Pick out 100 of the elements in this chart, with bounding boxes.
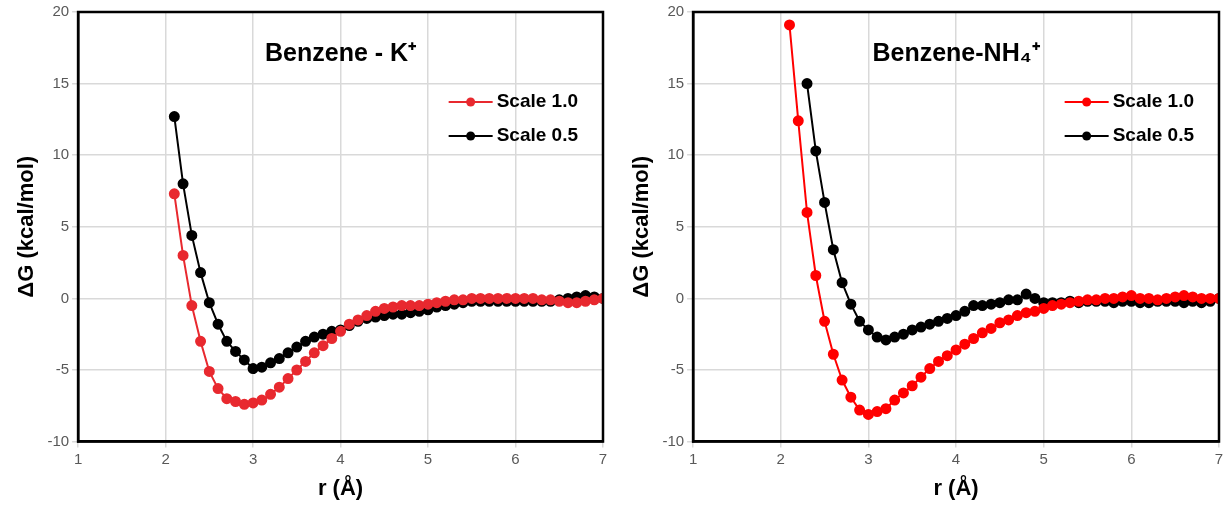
y-tick-label: -5 xyxy=(670,360,685,378)
text: Benzene-NH₄⁺ xyxy=(872,37,1041,66)
point xyxy=(845,391,857,403)
y-axis-title: ΔG (kcal/mol) xyxy=(13,155,39,298)
point xyxy=(950,310,962,322)
x-tick-label: 4 xyxy=(336,449,345,467)
y-tick-label: 5 xyxy=(675,216,685,234)
x-tick-label: 3 xyxy=(248,449,258,467)
point xyxy=(370,305,382,317)
point xyxy=(924,318,936,330)
point xyxy=(571,297,583,309)
point xyxy=(968,333,980,344)
point xyxy=(1195,292,1207,304)
point xyxy=(1117,291,1129,303)
point xyxy=(950,344,962,356)
point xyxy=(230,345,242,357)
legend-label: Scale 1.0 xyxy=(1112,90,1194,112)
y-tick-label: 0 xyxy=(60,288,70,306)
y-tick-label: 10 xyxy=(52,145,70,163)
point xyxy=(378,302,390,314)
point xyxy=(300,335,312,347)
point xyxy=(291,364,303,376)
point xyxy=(300,355,312,367)
point xyxy=(440,295,452,307)
point xyxy=(862,324,874,336)
point xyxy=(195,335,207,347)
point xyxy=(985,298,997,310)
point xyxy=(994,297,1006,309)
legend-label: Scale 0.5 xyxy=(496,124,579,146)
y-tick-label: 15 xyxy=(52,73,70,91)
x-tick-label: 1 xyxy=(688,449,698,467)
point xyxy=(1178,290,1190,302)
text: Benzene - K⁺ xyxy=(264,37,418,66)
point xyxy=(212,318,224,330)
point xyxy=(810,145,822,157)
point xyxy=(203,365,215,377)
point xyxy=(941,312,953,324)
point xyxy=(924,363,936,375)
point xyxy=(256,361,268,373)
point xyxy=(959,305,971,317)
legend-label: Scale 0.5 xyxy=(1112,124,1195,146)
point xyxy=(827,244,839,256)
point xyxy=(897,387,909,399)
x-tick-label: 2 xyxy=(776,449,785,467)
point xyxy=(880,403,892,415)
point xyxy=(906,324,918,336)
x-tick-label: 1 xyxy=(73,449,83,467)
point xyxy=(256,394,268,406)
point xyxy=(1134,292,1146,304)
point xyxy=(1029,292,1041,304)
point xyxy=(396,300,408,312)
point xyxy=(819,196,831,208)
point xyxy=(1029,305,1041,317)
x-tick-label: 3 xyxy=(864,449,873,467)
point xyxy=(915,371,927,383)
y-tick-label: 20 xyxy=(667,2,685,20)
point xyxy=(308,331,320,343)
point xyxy=(221,335,233,347)
point xyxy=(889,331,901,343)
point xyxy=(186,229,198,241)
point xyxy=(195,267,207,279)
point xyxy=(580,295,591,307)
point xyxy=(810,269,822,281)
point xyxy=(448,294,460,306)
point xyxy=(212,383,224,395)
point xyxy=(994,317,1006,329)
point xyxy=(1143,292,1155,304)
point xyxy=(941,350,953,362)
point xyxy=(854,315,866,327)
point xyxy=(1187,291,1199,303)
point xyxy=(326,333,338,344)
point xyxy=(221,393,233,405)
point xyxy=(1020,288,1032,300)
point xyxy=(247,397,259,409)
point xyxy=(792,115,804,127)
point xyxy=(431,297,443,309)
point xyxy=(1020,307,1032,319)
y-tick-label: -5 xyxy=(55,360,70,378)
point xyxy=(317,340,329,352)
y-tick-label: -10 xyxy=(662,431,685,449)
point xyxy=(819,315,831,327)
x-tick-label: 6 xyxy=(1127,449,1136,467)
x-tick-label: 4 xyxy=(951,449,961,467)
point xyxy=(265,388,277,400)
point xyxy=(265,357,277,369)
x-axis-title: r (Å) xyxy=(317,473,364,500)
point xyxy=(1108,292,1120,304)
point xyxy=(880,334,892,346)
point xyxy=(836,374,848,386)
x-tick-label: 6 xyxy=(511,449,520,467)
point xyxy=(168,188,180,200)
point xyxy=(871,331,883,343)
point xyxy=(308,347,320,359)
point xyxy=(186,300,198,312)
point xyxy=(238,398,250,410)
point xyxy=(827,348,839,360)
point xyxy=(889,394,901,406)
point xyxy=(282,373,294,385)
point xyxy=(273,353,285,365)
point xyxy=(168,111,180,123)
